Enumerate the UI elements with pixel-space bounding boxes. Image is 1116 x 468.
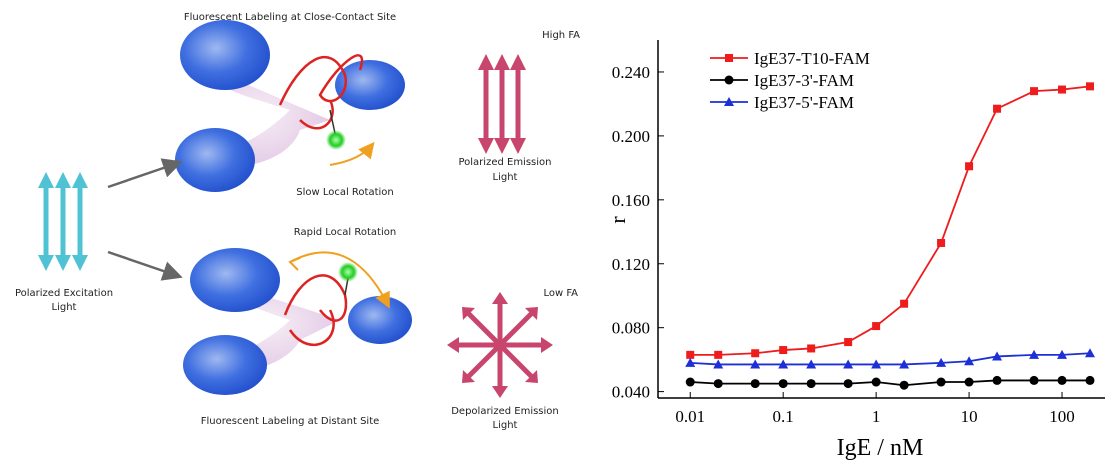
point xyxy=(779,379,788,388)
x-tick-label: 10 xyxy=(961,407,978,426)
page: Fluorescent Labeling at Close-Contact Si… xyxy=(0,0,1116,468)
antibody-top xyxy=(175,20,405,192)
diagram-label: Polarized Excitation xyxy=(15,288,113,299)
diagram-label: Rapid Local Rotation xyxy=(294,227,396,238)
point xyxy=(751,349,759,357)
point xyxy=(686,378,695,387)
x-axis-label: IgE / nM xyxy=(837,435,924,461)
diagram: Fluorescent Labeling at Close-Contact Si… xyxy=(15,12,580,431)
diagram-label: Light xyxy=(52,302,77,313)
y-tick-label: 0.200 xyxy=(612,127,650,146)
point xyxy=(993,376,1002,385)
antibody-bottom xyxy=(183,248,412,395)
excitation-arrows xyxy=(38,172,88,271)
point xyxy=(751,379,760,388)
diagram-label: High FA xyxy=(542,30,580,41)
legend-label: IgE37-5'-FAM xyxy=(754,93,854,112)
point xyxy=(714,379,723,388)
point xyxy=(900,300,908,308)
point xyxy=(725,54,733,62)
point xyxy=(807,344,815,352)
diagram-label: Slow Local Rotation xyxy=(296,187,394,198)
x-tick-label: 0.1 xyxy=(773,407,794,426)
diagram-label: Light xyxy=(493,420,518,431)
point xyxy=(1086,82,1094,90)
point xyxy=(844,338,852,346)
point xyxy=(714,351,722,359)
point xyxy=(807,379,816,388)
point xyxy=(844,379,853,388)
point xyxy=(1030,376,1039,385)
diagram-label: Light xyxy=(493,172,518,183)
point xyxy=(993,105,1001,113)
y-axis-label: r xyxy=(605,216,630,224)
x-tick-label: 0.01 xyxy=(675,407,705,426)
depolarized-star xyxy=(447,292,553,398)
y-tick-label: 0.080 xyxy=(612,319,650,338)
point xyxy=(965,378,974,387)
point xyxy=(686,351,694,359)
diagram-label: Low FA xyxy=(543,288,578,299)
diagram-label: Fluorescent Labeling at Close-Contact Si… xyxy=(184,12,396,23)
y-tick-label: 0.240 xyxy=(612,63,650,82)
y-tick-label: 0.160 xyxy=(612,191,650,210)
point xyxy=(872,378,881,387)
point xyxy=(900,381,909,390)
chart: IgE / nM r 0.040 0.080 0.120 0.160 0.200 0.24… xyxy=(605,40,1105,461)
point xyxy=(779,346,787,354)
diagram-label: Fluorescent Labeling at Distant Site xyxy=(201,416,380,427)
arrow xyxy=(108,163,178,187)
y-tick-label: 0.040 xyxy=(612,383,650,402)
figure: Fluorescent Labeling at Close-Contact Si… xyxy=(0,0,1116,468)
point xyxy=(1030,87,1038,95)
point xyxy=(965,162,973,170)
diagram-label: Depolarized Emission xyxy=(451,406,559,417)
emission-arrows xyxy=(478,54,526,154)
diagram-label: Polarized Emission xyxy=(458,157,551,168)
y-tick-label: 0.120 xyxy=(612,255,650,274)
point xyxy=(872,322,880,330)
point xyxy=(725,76,734,85)
series-line xyxy=(690,86,1090,355)
x-tick-label: 100 xyxy=(1049,407,1075,426)
arrow xyxy=(108,252,178,276)
point xyxy=(937,378,946,387)
legend-label: IgE37-3'-FAM xyxy=(754,71,854,90)
point xyxy=(1058,86,1066,94)
x-tick-label: 1 xyxy=(872,407,881,426)
legend-label: IgE37-T10-FAM xyxy=(754,49,870,68)
point xyxy=(937,239,945,247)
point xyxy=(1086,376,1095,385)
point xyxy=(1058,376,1067,385)
